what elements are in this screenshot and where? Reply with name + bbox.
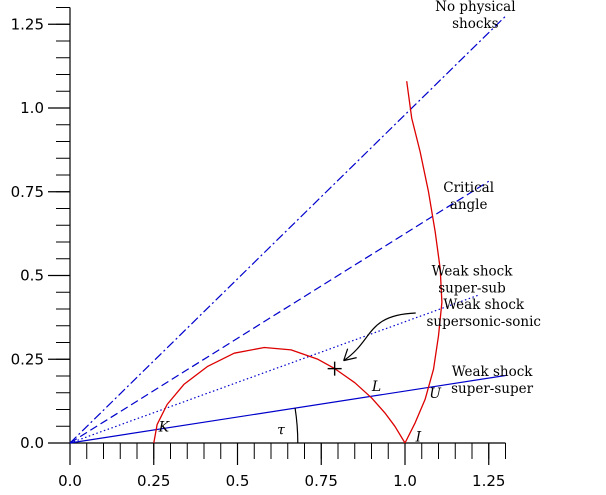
annotation-line: Critical	[443, 180, 494, 196]
y-tick-label: 1.0	[20, 99, 44, 117]
ray-weak-sub	[69, 294, 479, 444]
y-tick-label: 0.0	[20, 434, 44, 452]
annotation-label: Weak shock super-super	[451, 364, 534, 397]
ray-weak-super	[69, 374, 506, 444]
annotation-line: Weak shock	[443, 297, 525, 313]
annotation-line: shocks	[452, 16, 498, 32]
y-tick-label: 0.25	[11, 350, 44, 368]
annotation-label: Weak shock supersonic-sonic	[426, 297, 541, 330]
curve-shock-polar	[404, 81, 443, 444]
x-tick-label: 0.75	[305, 472, 338, 490]
point-label-K: K	[158, 419, 171, 435]
y-tick-label: 0.5	[20, 267, 44, 285]
callout-arrow	[343, 312, 416, 362]
annotation-line: angle	[450, 197, 488, 213]
x-tick-label: 1.25	[472, 472, 505, 490]
x-tick-label: 0.5	[226, 472, 250, 490]
x-tick-label: 1.0	[393, 472, 417, 490]
curve-ellipse-arc	[153, 346, 406, 444]
annotation-line: supersonic-sonic	[426, 314, 541, 330]
annotation-line: Weak shock	[432, 264, 514, 280]
point-label-L: L	[371, 379, 381, 395]
annotations: No physical shocks Critical angle Weak shock…	[158, 0, 541, 445]
annotation-line: super-super	[451, 381, 534, 397]
annotation-line: super-sub	[438, 281, 506, 297]
annotation-label: Critical angle	[443, 180, 494, 213]
axes: 0.0 0.25 0.5 0.75 1.0 1.25 0.0 0.25 0.5 0.75 1.0 1.…	[11, 7, 506, 490]
point-label-U: U	[429, 386, 442, 402]
callout-arrowhead	[343, 348, 357, 362]
point-label-tau: τ	[277, 423, 285, 439]
point-label-I: I	[415, 429, 422, 445]
x-tick-label: 0.0	[58, 472, 82, 490]
ray-critical	[69, 180, 490, 444]
y-tick-label: 1.25	[11, 15, 44, 33]
ray-no-physical	[69, 15, 506, 444]
series	[69, 15, 506, 444]
x-tick-label: 0.25	[137, 472, 170, 490]
tau-angle-arc	[294, 408, 299, 444]
annotation-label: Weak shock super-sub	[432, 264, 514, 297]
annotation-line: No physical	[435, 0, 515, 15]
annotation-line: Weak shock	[452, 364, 534, 380]
annotation-label: No physical shocks	[435, 0, 515, 32]
y-tick-label: 0.75	[11, 183, 44, 201]
